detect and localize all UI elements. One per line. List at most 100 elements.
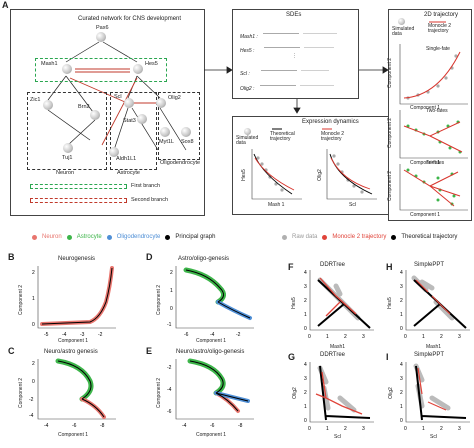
panel-b-letter: B	[8, 252, 15, 262]
celltype-astrocyte: Astrocyte	[117, 170, 140, 176]
sde-eq4: Olig2 :	[240, 81, 336, 92]
traj2d-sub2: Two-fates	[426, 108, 448, 114]
expr-legend-theo: Theoretical trajectory	[270, 131, 295, 142]
panel-g-xtick-3: 3	[362, 426, 365, 432]
legend-first-branch-swatch	[30, 184, 127, 189]
panel-c-xtick-0: -4	[44, 423, 49, 429]
panel-d-ytick-1: 1	[170, 288, 173, 294]
expression-dynamics-box	[232, 116, 390, 215]
panel-i-ytick-2: 2	[400, 390, 403, 396]
celltype-oligodendrocyte: Oligodendrocyte	[160, 160, 201, 166]
panel-e-axes	[175, 359, 254, 420]
traj2d-legend-mon: Monocle 2 trajectory	[428, 23, 452, 34]
panel-b-axes	[37, 266, 116, 329]
panel-g-theoretical	[319, 365, 371, 421]
panel-i-ytick-1: 3	[400, 376, 403, 382]
panel-d-ylab: Component 2	[156, 284, 163, 316]
panel-c-astro-cells	[55, 358, 94, 402]
panel-f-ylab: Hes5	[290, 297, 297, 309]
panel-d-ytick-3: -1	[167, 322, 172, 328]
gene-label-scl: Scl	[114, 94, 122, 100]
gene-label-stat3: Stat3	[123, 118, 136, 124]
gene-node-brn2	[90, 110, 100, 120]
panel-f-title: DDRTree	[320, 262, 346, 268]
panel-i-ytick-4: 0	[400, 418, 403, 424]
sde-eq2: Hes5 :	[240, 43, 336, 54]
traj2d-legend-mon-line	[429, 21, 446, 23]
panel-e-xtick-2: -8	[238, 423, 243, 429]
legend-oligo-dot	[106, 234, 112, 240]
panel-f-ytick-3: 1	[304, 312, 307, 318]
panel-f-axes	[309, 270, 374, 331]
traj2d-xlab-2: Component 1	[410, 160, 441, 166]
panel-d-xtick-1: -4	[210, 332, 215, 338]
legend-neuron-dot	[32, 234, 37, 240]
legend-theo-label: Theoretical trajectory	[401, 234, 458, 240]
panel-f-plot: 0 1 2 3 4 3 2 1 0	[304, 270, 374, 340]
celltype-neuron: Neuron	[56, 170, 75, 176]
panel-d-xtick-2: -2	[236, 332, 241, 338]
legend-theo-dot	[391, 234, 397, 240]
legend-mon-dot	[322, 234, 328, 240]
gene-node-stat3	[137, 114, 147, 124]
gene-node-tuj1	[63, 143, 73, 153]
traj2d-xlab-1: Component 1	[410, 105, 441, 111]
network-box	[10, 9, 205, 216]
gene-node-sox8	[181, 127, 191, 137]
panel-b-ytick-1: 1	[32, 296, 35, 302]
gene-node-scl	[124, 98, 134, 108]
legend-astro-dot	[66, 234, 72, 240]
sde-eq4-formula	[259, 85, 334, 86]
panel-e-ytick-2: -6	[167, 409, 172, 415]
panel-e-xtick-1: -6	[210, 423, 215, 429]
panel-g-monocle	[315, 371, 363, 415]
panel-g-xtick-0: 0	[308, 426, 311, 432]
panel-g-ylab: Olig2	[291, 387, 298, 399]
sde-title: SDEs	[286, 12, 302, 18]
traj2d-sub3: Tri-fates	[426, 160, 445, 166]
traj2d-sub1: Single-fate	[426, 46, 450, 52]
panel-c-xlab: Component 1	[58, 432, 89, 438]
panel-g-ytick-1: 3	[304, 376, 307, 382]
panel-g-ytick-3: 1	[304, 404, 307, 410]
panel-b-xtick-1: -4	[62, 332, 67, 338]
expr-legend-sim: Simulated data	[236, 135, 259, 146]
gene-label-pax6: Pax6	[96, 25, 109, 31]
panel-b-xtick-3: -2	[98, 332, 103, 338]
network-edges	[47, 41, 187, 151]
gene-node-pax6	[96, 32, 106, 42]
panel-e-title: Neuro/astro/oligo-genesis	[176, 349, 245, 355]
panel-g-plot: 0 1 2 3 4 3 2 1 0	[304, 362, 374, 432]
neuron-box	[27, 92, 107, 170]
legend-oligo-label: Oligodendrocyte	[116, 234, 161, 240]
astrocyte-box	[110, 92, 157, 170]
sde-eq3-formula	[261, 70, 330, 71]
panel-b-ytick-2: 0	[32, 322, 35, 328]
panel-b-xlab: Component 1	[58, 338, 89, 344]
panel-i-ytick-3: 1	[400, 404, 403, 410]
panel-c-ylab: Component 2	[18, 377, 25, 409]
panel-c-xtick-2: -8	[100, 423, 105, 429]
gene-node-aldh1l1	[109, 147, 119, 157]
panel-i-xtick-2: 2	[440, 426, 443, 432]
gene-label-brn2: Brn2	[78, 104, 90, 110]
panel-c-axes	[37, 359, 116, 420]
panel-g-ytick-4: 0	[304, 418, 307, 424]
traj2d-xlab-3: Component 1	[410, 212, 441, 218]
panel-i-xtick-0: 0	[404, 426, 407, 432]
panel-f-xtick-2: 2	[344, 334, 347, 340]
sde-eq4-lhs: Olig2 :	[240, 86, 255, 92]
traj2d-ylab-2: Component 2	[387, 117, 394, 149]
traj2d-mini-plots	[399, 44, 468, 211]
panel-h-xtick-2: 2	[440, 334, 443, 340]
panel-h-xtick-0: 0	[404, 334, 407, 340]
panel-b-ytick-0: 2	[32, 270, 35, 276]
panel-f-xtick-1: 1	[326, 334, 329, 340]
panel-h-axes	[405, 270, 470, 331]
legend-mon-label: Monocle 2 trajectory	[332, 234, 387, 240]
panel-g-axes	[309, 362, 374, 423]
legend-raw-label: Raw data	[292, 234, 318, 240]
legend-neuron-label: Neuron	[42, 234, 62, 240]
gene-label-sox8: Sox8	[181, 139, 194, 145]
panel-h-ytick-4: 0	[400, 326, 403, 332]
